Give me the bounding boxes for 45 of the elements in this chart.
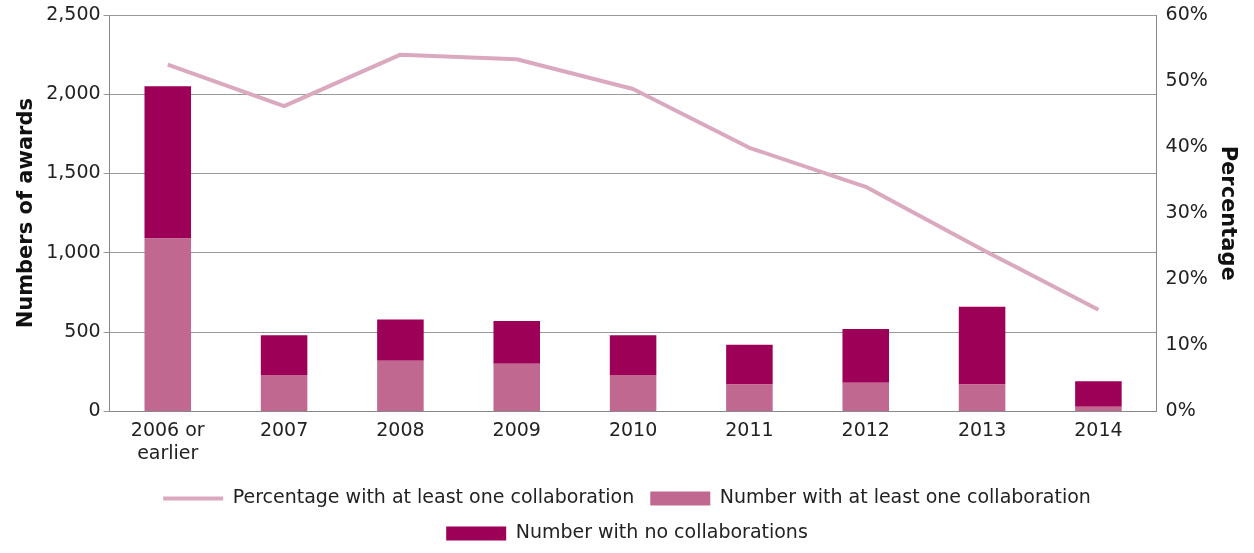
x-tick-label: 2012 (841, 417, 890, 440)
bar (726, 384, 773, 411)
bar (377, 360, 424, 411)
x-tick-label: 2008 (376, 417, 425, 440)
x-tick-label: 2011 (725, 417, 774, 440)
bar (1075, 406, 1122, 411)
x-tick-label: 2010 (608, 417, 658, 440)
bar (377, 319, 424, 361)
bar (842, 328, 890, 383)
y2-tick-label: 10% (1165, 332, 1208, 355)
bar (842, 382, 890, 411)
y2-tick-label: 20% (1165, 266, 1208, 289)
y-tick-label: 1,000 (46, 239, 101, 262)
bar (958, 306, 1006, 385)
y2-tick-label: 50% (1165, 68, 1208, 90)
bar (144, 86, 192, 239)
y-tick-label: 1,500 (46, 160, 101, 183)
bar (260, 335, 308, 375)
x-tick-label: 2014 (1074, 417, 1123, 440)
y2-tick-label: 60% (1165, 1, 1208, 24)
x-tick-label: 2013 (957, 417, 1007, 440)
legend-label: Number with no collaborations (515, 520, 808, 543)
y2-axis-title: Percentage (1216, 145, 1241, 281)
x-tick-label: 2007 (259, 417, 309, 440)
y2-tick-label: 40% (1165, 134, 1208, 157)
x-tick-label: 2009 (492, 417, 541, 440)
bar (493, 363, 541, 411)
bar (609, 335, 657, 375)
y-axis-title: Numbers of awards (13, 98, 38, 329)
bar (1075, 381, 1122, 407)
bar (260, 374, 308, 411)
legend-label: Percentage with at least one collaboration (232, 485, 635, 508)
y-tick-label: 2,500 (46, 1, 101, 24)
y-tick-label: 500 (64, 319, 101, 342)
y2-tick-label: 0% (1165, 398, 1196, 421)
bar (726, 344, 773, 385)
bar (609, 374, 657, 411)
y2-tick-label: 30% (1165, 200, 1208, 223)
x-tick-label: 2006 or earlier (130, 417, 205, 463)
y-tick-label: 0 (88, 398, 101, 421)
y-tick-label: 2,000 (46, 81, 101, 104)
legend-label: Number with at least one collaboration (719, 485, 1091, 508)
bar (144, 238, 192, 411)
bar (493, 321, 541, 364)
bar (958, 384, 1006, 411)
